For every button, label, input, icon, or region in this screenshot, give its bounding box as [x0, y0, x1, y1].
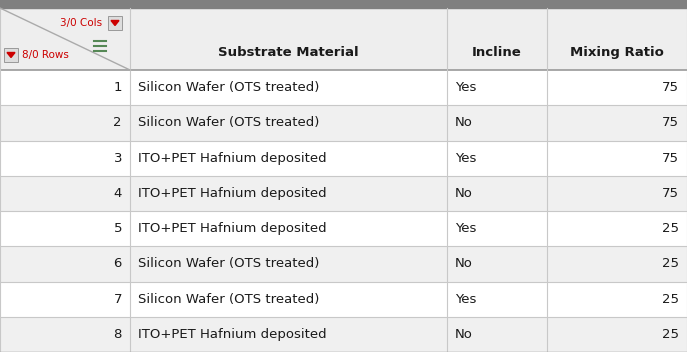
Text: 6: 6	[113, 257, 122, 270]
Text: 2: 2	[113, 117, 122, 130]
Polygon shape	[111, 20, 119, 25]
Text: Yes: Yes	[455, 222, 476, 235]
Text: Yes: Yes	[455, 81, 476, 94]
Text: 4: 4	[113, 187, 122, 200]
Bar	[0, 317, 687, 352]
Text: 3/0 Cols: 3/0 Cols	[60, 18, 102, 28]
Text: Yes: Yes	[455, 293, 476, 306]
Bar	[0, 246, 687, 282]
Polygon shape	[7, 52, 15, 57]
Text: No: No	[455, 117, 473, 130]
Text: 5: 5	[113, 222, 122, 235]
Text: 25: 25	[662, 222, 679, 235]
Text: Substrate Material: Substrate Material	[218, 46, 359, 59]
Text: Silicon Wafer (OTS treated): Silicon Wafer (OTS treated)	[138, 117, 319, 130]
Text: Yes: Yes	[455, 152, 476, 165]
Text: Silicon Wafer (OTS treated): Silicon Wafer (OTS treated)	[138, 81, 319, 94]
Text: ITO+PET Hafnium deposited: ITO+PET Hafnium deposited	[138, 328, 326, 341]
Text: No: No	[455, 187, 473, 200]
Text: 8: 8	[113, 328, 122, 341]
Bar	[0, 0, 687, 8]
Text: 25: 25	[662, 257, 679, 270]
Text: 1: 1	[113, 81, 122, 94]
Text: 25: 25	[662, 328, 679, 341]
Text: ITO+PET Hafnium deposited: ITO+PET Hafnium deposited	[138, 222, 326, 235]
Text: 75: 75	[662, 187, 679, 200]
Text: Silicon Wafer (OTS treated): Silicon Wafer (OTS treated)	[138, 293, 319, 306]
Text: Incline: Incline	[472, 46, 522, 59]
Bar	[108, 16, 122, 30]
Text: 75: 75	[662, 117, 679, 130]
Text: 75: 75	[662, 81, 679, 94]
Text: 25: 25	[662, 293, 679, 306]
Bar	[108, 16, 122, 30]
Bar	[4, 48, 18, 62]
Text: Mixing Ratio: Mixing Ratio	[570, 46, 664, 59]
Text: No: No	[455, 257, 473, 270]
Text: 8/0 Rows: 8/0 Rows	[22, 50, 69, 60]
Text: ITO+PET Hafnium deposited: ITO+PET Hafnium deposited	[138, 152, 326, 165]
Text: ITO+PET Hafnium deposited: ITO+PET Hafnium deposited	[138, 187, 326, 200]
Text: 7: 7	[113, 293, 122, 306]
Bar	[0, 8, 687, 70]
Bar	[0, 105, 687, 140]
Bar	[4, 48, 18, 62]
Bar	[0, 211, 687, 246]
Text: Silicon Wafer (OTS treated): Silicon Wafer (OTS treated)	[138, 257, 319, 270]
Text: 3: 3	[113, 152, 122, 165]
Text: No: No	[455, 328, 473, 341]
Bar	[0, 70, 687, 105]
Bar	[0, 282, 687, 317]
Bar	[0, 176, 687, 211]
Bar	[0, 140, 687, 176]
Text: 75: 75	[662, 152, 679, 165]
